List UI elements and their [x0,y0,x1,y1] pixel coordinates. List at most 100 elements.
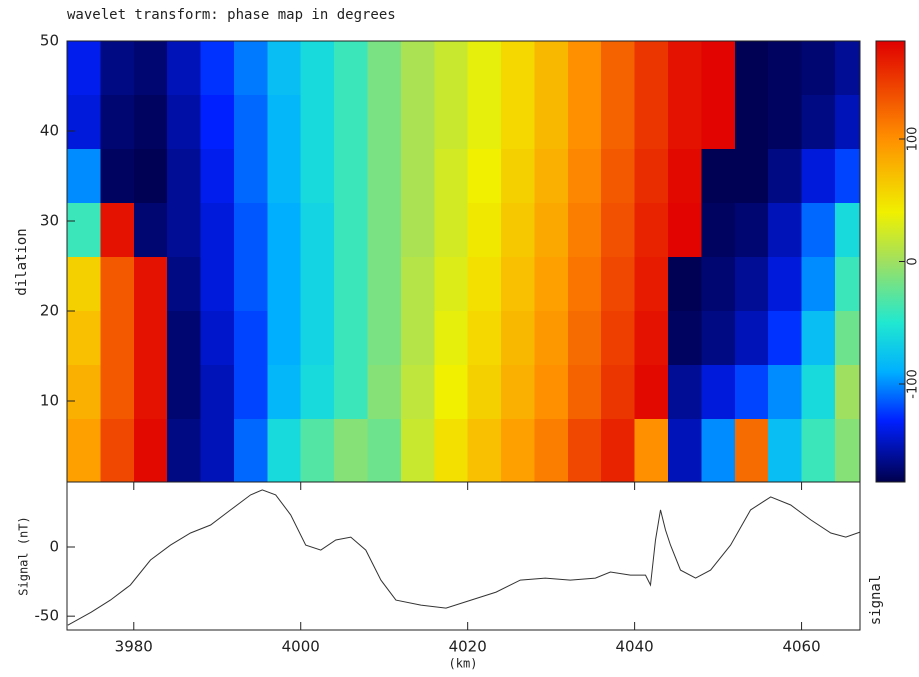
heatmap-cell [668,311,702,366]
heatmap-cell [133,311,168,366]
heatmap-cell [567,95,602,150]
heatmap-cell [634,41,669,96]
heatmap-cell [400,95,435,150]
heatmap-cell [267,95,302,150]
heatmap-cell [467,41,502,96]
heatmap-cell [167,41,202,96]
heatmap-cell [267,257,302,312]
heatmap-cell [534,257,569,312]
heatmap-cell [100,95,135,150]
heatmap-cell [701,419,736,483]
heatmap-cell [400,311,435,366]
heatmap-cell [67,95,101,150]
heatmap-cell [100,203,135,258]
plot-frame [66,481,861,631]
heatmap-cell [233,257,268,312]
heatmap-cell [567,149,602,204]
heatmap-cell [67,365,101,420]
heatmap-cell [233,149,268,204]
heatmap-cell [701,149,736,204]
heatmap-cell [734,95,769,150]
heatmap-cell [434,257,469,312]
heatmap-cell [200,257,235,312]
heatmap-cell [133,149,168,204]
heatmap-cell [734,41,769,96]
panel-label: signal [868,575,884,626]
heatmap-cell [367,41,402,96]
heatmap-cell [300,95,335,150]
heatmap-cell [67,41,101,96]
heatmap-cell [567,41,602,96]
heatmap-cell [534,149,569,204]
heatmap-cell [701,311,736,366]
heatmap-cell [834,311,861,366]
heatmap-cell [434,95,469,150]
y-axis-label: Signal (nT) [17,516,31,595]
heatmap-cell [501,257,536,312]
heatmap-cell [634,257,669,312]
heatmap-cell [67,203,101,258]
heatmap-cell [200,419,235,483]
y-tick-label: 30 [40,212,59,230]
heatmap-cell [634,419,669,483]
heatmap-cell [734,257,769,312]
heatmap-cell [200,149,235,204]
y-tick-label: 50 [40,32,59,50]
heatmap-cell [267,41,302,96]
heatmap-cell [67,419,101,483]
heatmap-cell [467,365,502,420]
heatmap-cell [534,419,569,483]
heatmap-cell [100,311,135,366]
heatmap-cell [701,257,736,312]
heatmap-cell [167,257,202,312]
heatmap-cell [267,365,302,420]
x-tick-label: 4020 [449,638,487,656]
heatmap-cell [768,41,803,96]
heatmap-cell [834,41,861,96]
heatmap-cell [100,257,135,312]
heatmap-cell [334,203,369,258]
colorbar-tick-label: 0 [906,257,919,265]
heatmap-cell [567,257,602,312]
heatmap-cell [534,311,569,366]
heatmap-cell [67,149,101,204]
heatmap-cell [233,203,268,258]
heatmap-cell [200,41,235,96]
heatmap-cell [167,95,202,150]
heatmap-cell [200,203,235,258]
colorbar-tick-label: -100 [906,369,919,399]
heatmap-cell [668,41,702,96]
heatmap-cell [300,149,335,204]
heatmap-cell [801,203,836,258]
heatmap-cell [434,203,469,258]
heatmap-cell [367,203,402,258]
heatmap-cell [400,149,435,204]
heatmap-cell [267,149,302,204]
heatmap-cell [367,95,402,150]
heatmap-cell [267,311,302,366]
heatmap-cell [400,41,435,96]
heatmap-cell [434,311,469,366]
heatmap-cell [300,365,335,420]
heatmap-cell [200,311,235,366]
heatmap-cell [501,419,536,483]
heatmap-cell [768,203,803,258]
heatmap-cell [668,95,702,150]
heatmap-cell [200,95,235,150]
heatmap-cell [167,365,202,420]
heatmap-cell [601,149,636,204]
heatmap-cell [834,419,861,483]
heatmap-cell [634,203,669,258]
heatmap-cell [467,311,502,366]
heatmap-cell [434,419,469,483]
y-tick-label: 10 [40,392,59,410]
heatmap-cell [233,95,268,150]
x-tick-label: 4060 [782,638,820,656]
heatmap-cell [668,419,702,483]
heatmap-cell [133,419,168,483]
heatmap-cell [668,365,702,420]
heatmap-cell [300,257,335,312]
heatmap-cell [67,257,101,312]
heatmap-cell [768,257,803,312]
